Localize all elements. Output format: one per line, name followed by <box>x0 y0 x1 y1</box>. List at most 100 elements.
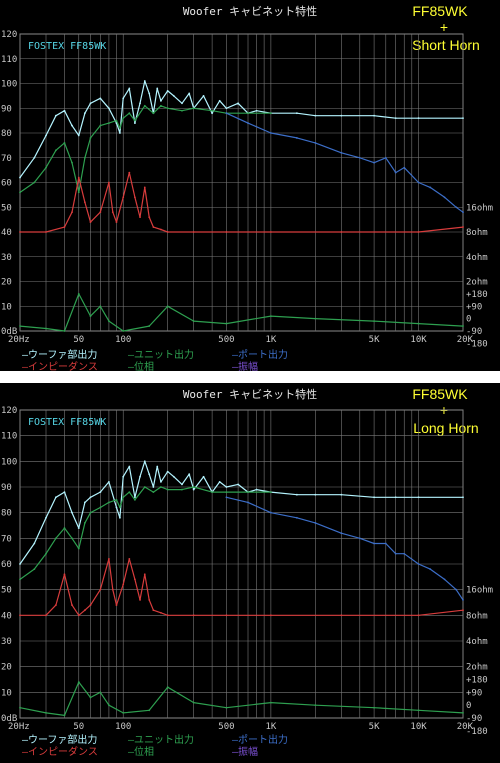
data-point <box>108 181 110 184</box>
y-tick-label: 60 <box>1 179 12 189</box>
y-tick-label: 20 <box>1 663 12 673</box>
data-point <box>83 522 86 524</box>
data-point <box>119 506 121 509</box>
data-point <box>63 491 66 494</box>
data-point <box>108 320 110 322</box>
data-point <box>128 557 131 560</box>
data-point <box>89 137 92 139</box>
y-tick-label: 50 <box>1 203 12 213</box>
data-point <box>192 701 195 704</box>
y-tick-label: 60 <box>1 560 12 570</box>
data-point <box>83 609 86 612</box>
data-point <box>192 231 195 233</box>
data-point <box>417 231 420 233</box>
data-point <box>455 206 458 209</box>
x-tick-label: 5K <box>369 722 380 732</box>
data-point <box>181 102 183 105</box>
data-point <box>172 475 175 478</box>
data-point <box>237 102 240 105</box>
y-tick-label: 90 <box>1 483 12 493</box>
y-tick-label: 50 <box>1 586 12 596</box>
data-point <box>160 611 162 614</box>
data-point <box>63 527 66 529</box>
data-point <box>122 475 125 478</box>
data-point <box>166 614 169 617</box>
y-right-tick-label: +180 <box>466 290 488 300</box>
data-point <box>211 491 214 494</box>
data-point <box>417 496 420 499</box>
data-point <box>247 491 249 494</box>
x-tick-label: 10K <box>410 722 427 732</box>
series-line <box>226 112 464 213</box>
legend-entry: —ポート出力 <box>232 348 288 361</box>
data-point <box>143 186 146 189</box>
data-point <box>148 216 151 219</box>
series-line <box>20 172 464 233</box>
data-point <box>115 498 118 501</box>
legend-entry: —振幅 <box>232 745 258 758</box>
data-point <box>295 516 298 519</box>
data-point <box>119 127 121 129</box>
data-point <box>417 181 420 184</box>
data-point <box>122 496 125 499</box>
data-point <box>160 480 162 483</box>
data-point <box>394 552 397 555</box>
data-point <box>373 161 375 164</box>
y-tick-label: 100 <box>1 457 17 467</box>
series-line <box>226 496 464 601</box>
data-point <box>143 460 146 463</box>
data-point <box>63 226 66 228</box>
data-point <box>122 330 125 332</box>
data-point <box>108 122 110 124</box>
y-right-tick-label: 16ohm <box>466 586 493 596</box>
data-point <box>115 506 118 509</box>
data-point <box>417 117 420 120</box>
data-point <box>19 176 21 179</box>
y-right-tick-label: +90 <box>466 688 482 698</box>
data-point <box>340 614 343 617</box>
data-point <box>122 117 125 120</box>
data-point <box>83 501 86 504</box>
data-point <box>181 483 183 486</box>
data-point <box>314 522 317 524</box>
data-point <box>111 211 114 214</box>
data-point <box>19 706 21 709</box>
y-right-tick-label: 2ohm <box>466 663 488 673</box>
data-point <box>314 317 317 320</box>
data-point <box>143 573 146 576</box>
data-point <box>71 511 73 514</box>
y-tick-label: 70 <box>1 154 12 164</box>
x-tick-label: 100 <box>115 722 131 732</box>
data-point <box>134 578 136 581</box>
data-point <box>417 709 420 712</box>
data-point <box>160 104 162 107</box>
data-point <box>71 537 73 540</box>
data-point <box>63 142 66 144</box>
data-point <box>156 87 159 90</box>
brand-label: FOSTEX FF85WK <box>28 41 106 52</box>
data-point <box>202 94 205 97</box>
data-point <box>45 231 47 233</box>
data-point <box>340 493 343 496</box>
badge-line-3: Long Horn <box>413 420 478 436</box>
x-tick-label: 20Hz <box>8 335 30 345</box>
data-point <box>33 568 36 571</box>
data-point <box>218 99 221 102</box>
data-point <box>394 171 397 174</box>
y-tick-label: 30 <box>1 253 12 263</box>
data-point <box>269 511 272 514</box>
data-point <box>148 599 151 601</box>
data-point <box>160 99 162 102</box>
data-point <box>172 94 175 97</box>
data-point <box>394 496 397 499</box>
data-point <box>111 588 114 591</box>
data-point <box>108 501 110 504</box>
data-point <box>225 706 228 709</box>
data-point <box>83 156 86 159</box>
data-point <box>269 132 272 134</box>
data-point <box>108 557 110 560</box>
x-tick-label: 1K <box>265 722 276 732</box>
data-point <box>54 604 57 606</box>
data-point <box>373 496 375 499</box>
data-point <box>225 496 228 499</box>
